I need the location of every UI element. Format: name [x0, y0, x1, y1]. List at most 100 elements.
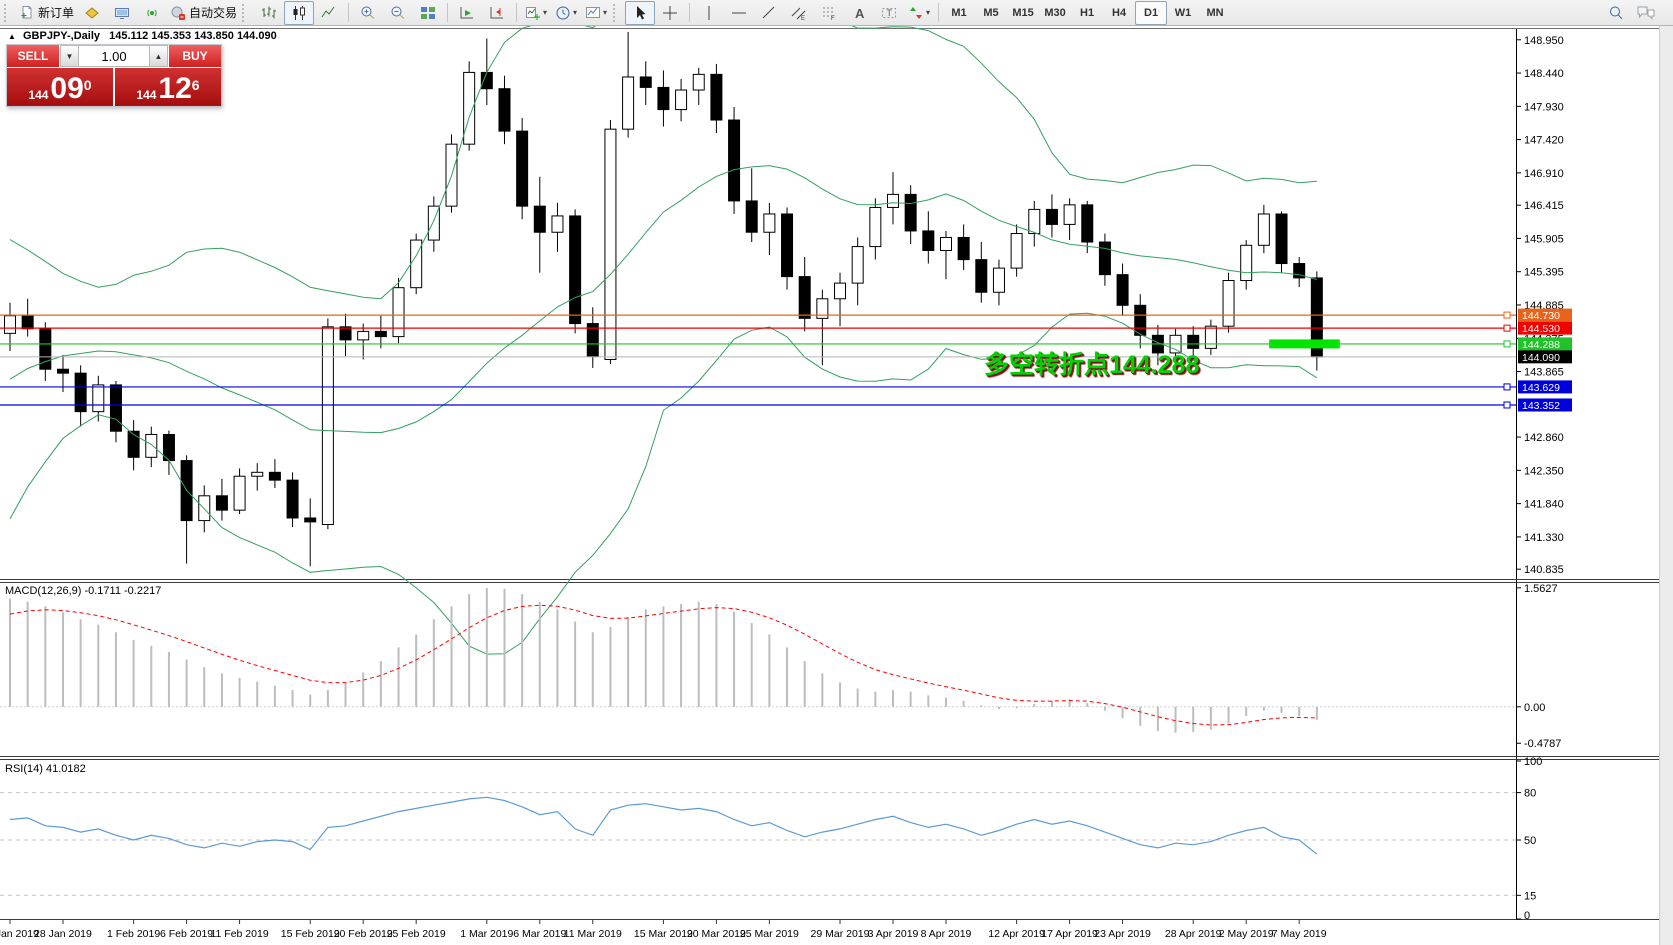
hline-anchor-144.288[interactable] [1503, 340, 1511, 348]
dropdown-caret-icon: ▾ [926, 8, 931, 17]
bar-chart-mode-button[interactable] [254, 1, 284, 25]
hline-anchor-144.730[interactable] [1503, 311, 1511, 319]
candle-body [498, 88, 511, 132]
candle-body [675, 89, 688, 111]
toolbar-grip[interactable] [613, 3, 621, 22]
price-tick-label: 141.330 [1524, 532, 1564, 544]
price-axis-ticks[interactable]: 148.950 148.440 147.930 147.420 146.910 146.4… [1516, 35, 1564, 576]
macd-bar [1262, 706, 1265, 711]
chart-annotation-text[interactable]: 多空转折点144.288 [984, 351, 1200, 379]
macd-tick-label: 1.5627 [1524, 583, 1558, 595]
macd-bar [256, 681, 259, 707]
volume-input[interactable] [79, 45, 149, 67]
date-label: 2 May 2019 [1219, 928, 1274, 940]
periods-button[interactable]: ▾ [551, 1, 581, 25]
search-button[interactable] [1601, 1, 1631, 25]
toolbar-grip[interactable] [4, 3, 12, 22]
date-label: 6 Feb 2019 [160, 928, 213, 940]
date-label: 7 May 2019 [1272, 928, 1327, 940]
chat-button[interactable] [1631, 1, 1661, 25]
price-tick-label: 140.835 [1524, 564, 1564, 576]
svg-text:E: E [801, 16, 805, 21]
auto-scroll-button[interactable] [452, 1, 482, 25]
timeframe-w1-button[interactable]: W1 [1174, 6, 1192, 19]
arrows-tool-button[interactable]: ▾ [904, 1, 934, 25]
zoom-out-button[interactable] [383, 1, 413, 25]
zoom-in-icon [361, 6, 375, 19]
timeframe-h4-button[interactable]: H4 [1112, 6, 1127, 19]
macd-bar [167, 651, 170, 707]
hline-anchor-143.352[interactable] [1503, 401, 1511, 409]
toolbar-grip[interactable] [242, 3, 250, 22]
channel-tool-button[interactable]: E [784, 1, 814, 25]
new-order-button[interactable]: 新订单 [16, 1, 77, 25]
candle-body [710, 73, 723, 121]
sell-price-display[interactable]: 144 09 0 [7, 68, 113, 106]
candle-body [74, 372, 87, 413]
indicators-button[interactable]: ▾ [521, 1, 551, 25]
candle-body [427, 205, 440, 241]
price-tick-label: 146.910 [1524, 168, 1564, 180]
volume-decrease-button[interactable]: ▼ [60, 45, 79, 67]
timeframe-h1-button[interactable]: H1 [1080, 6, 1095, 19]
line-chart-mode-button[interactable] [314, 1, 344, 25]
auto-trading-button[interactable]: 自动交易 [167, 1, 240, 25]
price-label-143.629-box [1518, 380, 1572, 394]
macd-bar [927, 695, 930, 707]
date-label: 11 Feb 2019 [210, 928, 268, 940]
text-tool-button[interactable]: A [844, 1, 874, 25]
horizontal-line-tool-button[interactable] [724, 1, 754, 25]
bid-price-label-text: 144.090 [1522, 352, 1560, 364]
market-watch-button[interactable] [77, 1, 107, 25]
date-label: 20 Feb 2019 [334, 928, 393, 940]
timeframe-mn-button[interactable]: MN [1206, 6, 1224, 19]
volume-increase-button[interactable]: ▲ [149, 45, 168, 67]
highlight-segment[interactable] [1269, 339, 1340, 349]
macd-bar [750, 623, 753, 707]
macd-bar [468, 594, 471, 707]
date-label: 8 Apr 2019 [921, 928, 972, 940]
buy-button[interactable]: BUY [169, 45, 221, 67]
date-label: 25 Mar 2019 [740, 928, 799, 940]
fibonacci-tool-button[interactable]: F [814, 1, 844, 25]
trendline-tool-button[interactable] [754, 1, 784, 25]
templates-button[interactable]: ▾ [581, 1, 611, 25]
candle-body [1028, 208, 1041, 235]
signals-button[interactable] [137, 1, 167, 25]
date-label: 17 Apr 2019 [1041, 928, 1098, 940]
hline-anchor-144.530[interactable] [1503, 324, 1511, 332]
crosshair-tool-button[interactable] [655, 1, 685, 25]
candle-body [569, 215, 582, 325]
buy-price-display[interactable]: 144 12 6 [115, 68, 221, 106]
price-tick-label: 142.860 [1524, 432, 1564, 444]
chart-shift-button[interactable] [482, 1, 512, 25]
timeframe-m1-button[interactable]: M1 [951, 6, 967, 19]
price-label-144.288-text: 144.288 [1522, 339, 1560, 351]
zoom-in-button[interactable] [353, 1, 383, 25]
candle-body [21, 315, 34, 330]
timeframe-d1-button[interactable]: D1 [1135, 0, 1168, 25]
candle-body [975, 259, 988, 293]
timeframe-m15-button[interactable]: M15 [1012, 6, 1034, 19]
price-tick-label: 148.440 [1524, 68, 1564, 80]
candle-body [1204, 325, 1217, 349]
tile-windows-button[interactable] [413, 1, 443, 25]
terminal-button[interactable] [107, 1, 137, 25]
date-label: 20 Mar 2019 [687, 928, 746, 940]
candlestick-mode-button[interactable] [284, 0, 315, 25]
candle-body [816, 298, 829, 319]
cursor-tool-button[interactable] [625, 0, 656, 25]
sell-button[interactable]: SELL [7, 45, 59, 67]
text-label-tool-button[interactable]: T [874, 1, 904, 25]
macd-bar [61, 612, 64, 707]
bollinger-middle-band[interactable] [9, 165, 1317, 434]
candle-body [781, 213, 794, 278]
timeframe-m5-button[interactable]: M5 [983, 6, 999, 19]
timeframe-m30-button[interactable]: M30 [1044, 6, 1066, 19]
hline-anchor-143.629[interactable] [1503, 383, 1511, 391]
vertical-line-tool-button[interactable] [694, 1, 724, 25]
collapse-triangle-icon[interactable]: ▲ [8, 32, 16, 41]
